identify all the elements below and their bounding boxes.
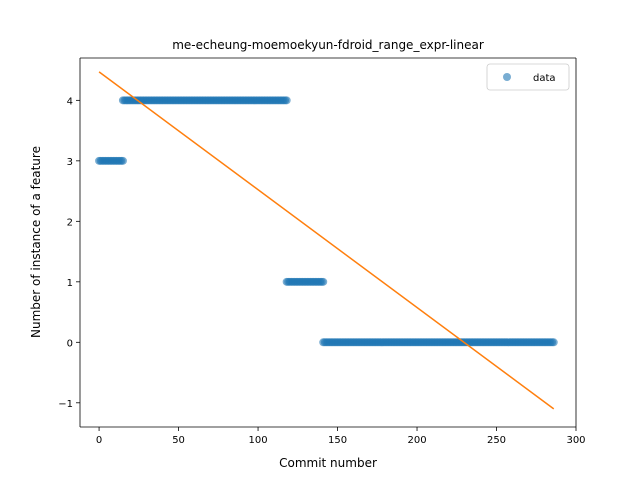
x-tick-label: 0	[96, 435, 102, 446]
legend: data	[486, 63, 570, 91]
y-tick-label: 3	[67, 157, 73, 168]
y-tick-label: 4	[67, 96, 73, 107]
fit-line	[98, 71, 555, 410]
x-tick-label: 50	[172, 435, 185, 446]
scatter-series-data	[95, 96, 558, 347]
x-tick-label: 200	[407, 435, 426, 446]
x-tick-label: 100	[249, 435, 268, 446]
y-tick-label: 1	[67, 278, 73, 289]
data-marks	[95, 71, 558, 410]
legend-marker	[503, 73, 511, 81]
x-tick-label: 300	[566, 435, 585, 446]
x-tick-label: 250	[487, 435, 506, 446]
data-point	[319, 277, 328, 286]
y-axis-label: Number of instance of a feature	[29, 146, 43, 338]
y-tick-label: −1	[58, 399, 73, 410]
legend-label: data	[533, 73, 556, 84]
legend-box	[486, 63, 570, 91]
x-tick-label: 150	[328, 435, 347, 446]
axes: 0 50 100 150 200 250 300 −1 0 1 2 3 4	[58, 57, 586, 446]
y-tick-label: 0	[67, 338, 73, 349]
data-point	[282, 96, 291, 105]
y-tick-label: 2	[67, 217, 73, 228]
data-point	[118, 156, 127, 165]
x-axis-label: Commit number	[279, 456, 377, 470]
chart-title: me-echeung-moemoekyun-fdroid_range_expr-…	[172, 38, 484, 52]
data-point	[549, 338, 558, 347]
